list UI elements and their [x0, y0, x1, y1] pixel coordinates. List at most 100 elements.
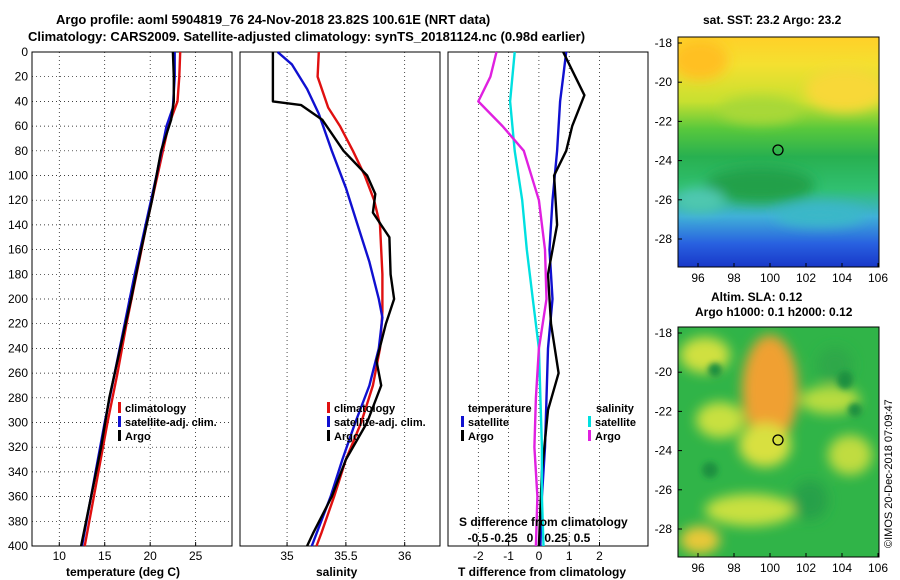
- legend-swatch-climatology: [118, 402, 121, 413]
- x-tick-label: 36: [398, 549, 412, 563]
- map-y-tick-label: -18: [655, 36, 673, 50]
- difference-top-xlabel: S difference from climatology: [459, 515, 628, 529]
- y-tick-label: 320: [8, 440, 28, 454]
- sla-map-image: [678, 327, 879, 557]
- series-line-temperature-argo: [537, 51, 586, 547]
- y-tick-label: 380: [8, 514, 28, 528]
- y-tick-label: 340: [8, 465, 28, 479]
- temperature-legend: climatology satellite-adj. clim. Argo: [118, 402, 217, 443]
- y-tick-label: 360: [8, 490, 28, 504]
- map-y-tick-label: -26: [655, 193, 673, 207]
- legend-label-climatology: climatology: [334, 403, 396, 415]
- map-x-tick-label: 96: [691, 561, 705, 575]
- legend-label-satellite-adj: satellite-adj. clim.: [125, 417, 217, 429]
- series-line-salinity-satellite: [508, 51, 545, 547]
- legend-label-t-argo: Argo: [468, 431, 494, 443]
- y-tick-label: 240: [8, 341, 28, 355]
- x-tick-label: 35: [280, 549, 294, 563]
- map-x-tick-label: 106: [868, 561, 888, 575]
- map-x-tick-label: 102: [796, 271, 816, 285]
- sla-argo-location-marker: [772, 434, 784, 446]
- legend-label-s-argo: Argo: [595, 431, 621, 443]
- series-line-argo: [79, 51, 176, 547]
- x-tick-label: 20: [144, 549, 158, 563]
- top-x-tick-label: 0.25: [544, 531, 568, 545]
- x-tick-label: 2: [596, 549, 603, 563]
- y-tick-label: 100: [8, 169, 28, 183]
- y-tick-label: 20: [15, 70, 29, 84]
- map-x-tick-label: 106: [868, 271, 888, 285]
- y-tick-label: 220: [8, 317, 28, 331]
- salinity-legend: climatology satellite-adj. clim. Argo: [327, 402, 426, 443]
- salinity-xlabel: salinity: [316, 565, 358, 579]
- map-y-tick-label: -24: [655, 444, 673, 458]
- map-x-tick-label: 104: [832, 271, 852, 285]
- salinity-frame: [239, 51, 441, 547]
- legend-swatch-argo: [327, 430, 330, 441]
- x-tick-label: 10: [53, 549, 67, 563]
- sla-map: Altim. SLA: 0.12 Argo h1000: 0.1 h2000: …: [655, 290, 889, 575]
- sla-map-title-line2: Argo h1000: 0.1 h2000: 0.12: [695, 305, 853, 319]
- map-x-tick-label: 98: [727, 561, 741, 575]
- map-y-tick-label: -22: [655, 114, 673, 128]
- legend-label-argo: Argo: [125, 431, 151, 443]
- series-line-argo: [271, 52, 396, 547]
- top-x-tick-label: -0.5: [468, 531, 489, 545]
- sst-map-image: [678, 37, 879, 267]
- y-tick-label: 300: [8, 416, 28, 430]
- x-tick-label: 35.5: [334, 549, 358, 563]
- x-tick-label: -2: [473, 549, 484, 563]
- legend-label-climatology: climatology: [125, 403, 187, 415]
- legend-label-satellite-adj: satellite-adj. clim.: [334, 417, 426, 429]
- y-tick-label: 200: [8, 292, 28, 306]
- top-x-tick-label: 0: [527, 531, 534, 545]
- y-tick-label: 60: [15, 119, 29, 133]
- legend-label-t-satellite: satellite: [468, 417, 509, 429]
- y-tick-label: 160: [8, 243, 28, 257]
- credit-label: ©IMOS 20-Dec-2018 07:09:47: [883, 399, 895, 548]
- difference-xlabel: T difference from climatology: [458, 565, 626, 579]
- map-y-tick-label: -20: [655, 75, 673, 89]
- y-tick-label: 260: [8, 366, 28, 380]
- legend-swatch-satellite-adj: [327, 416, 330, 427]
- title-line-2: Climatology: CARS2009. Satellite-adjuste…: [28, 29, 586, 44]
- difference-panel: -2 -1 0 1 2 -0.5 -0.25 0 0.25 0.5 T difference f…: [447, 51, 649, 579]
- top-x-tick-label: -0.25: [490, 531, 518, 545]
- legend-swatch-argo: [118, 430, 121, 441]
- x-tick-label: 1: [566, 549, 573, 563]
- map-x-tick-label: 100: [760, 271, 780, 285]
- y-tick-label: 120: [8, 193, 28, 207]
- salinity-panel: 35 35.5 36 salinity climatology satellite-…: [239, 51, 441, 579]
- x-tick-label: 15: [98, 549, 112, 563]
- y-tick-label: 180: [8, 267, 28, 281]
- legend-swatch-s-satellite: [588, 416, 591, 427]
- legend-swatch-satellite-adj: [118, 416, 121, 427]
- sst-argo-location-marker: [772, 144, 784, 156]
- sst-map-title: sat. SST: 23.2 Argo: 23.2: [703, 13, 842, 27]
- map-x-tick-label: 102: [796, 561, 816, 575]
- temperature-xlabel: temperature (deg C): [66, 565, 180, 579]
- sla-map-frame: [677, 326, 880, 558]
- y-tick-label: 280: [8, 391, 28, 405]
- map-y-tick-label: -24: [655, 154, 673, 168]
- sst-map-frame: [677, 36, 880, 268]
- legend-title-temperature: temperature: [468, 403, 532, 415]
- y-tick-label: 80: [15, 144, 29, 158]
- sla-map-title-line1: Altim. SLA: 0.12: [711, 290, 803, 304]
- y-tick-label: 400: [8, 539, 28, 553]
- legend-label-argo: Argo: [334, 431, 360, 443]
- x-tick-label: 25: [189, 549, 203, 563]
- top-x-tick-label: 0.5: [574, 531, 591, 545]
- legend-swatch-t-satellite: [461, 416, 464, 427]
- series-line-salinity-argo: [477, 51, 548, 547]
- legend-swatch-s-argo: [588, 430, 591, 441]
- map-x-tick-label: 96: [691, 271, 705, 285]
- legend-swatch-climatology: [327, 402, 330, 413]
- legend-swatch-t-argo: [461, 430, 464, 441]
- map-x-tick-label: 98: [727, 271, 741, 285]
- difference-frame: [447, 51, 649, 547]
- map-y-tick-label: -28: [655, 232, 673, 246]
- series-line-temperature-satellite: [539, 51, 568, 547]
- title-line-1: Argo profile: aoml 5904819_76 24-Nov-201…: [56, 12, 491, 27]
